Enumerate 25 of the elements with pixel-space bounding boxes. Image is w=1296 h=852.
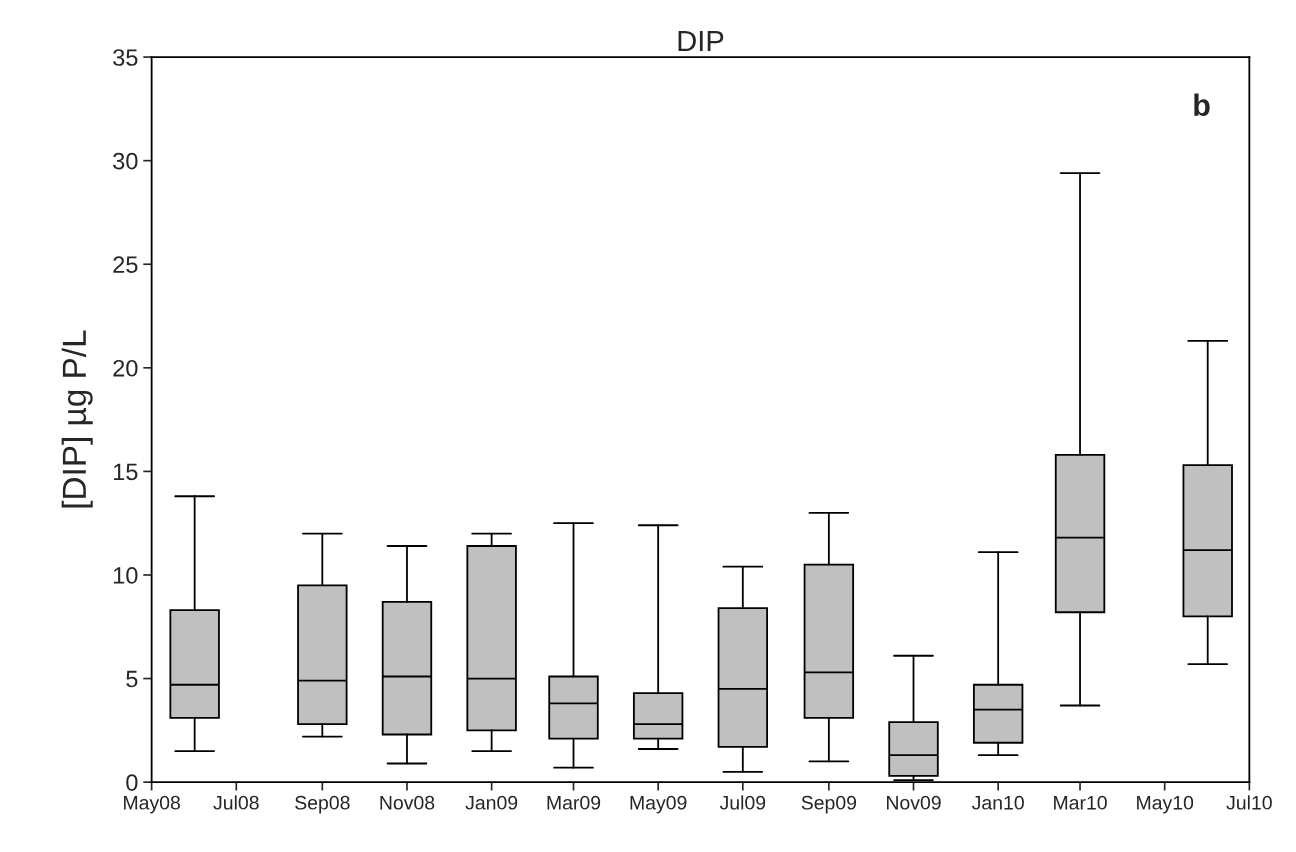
x-tick-label: May09 — [630, 795, 687, 814]
y-tick-label: 15 — [113, 463, 138, 481]
x-tick-label: Jan09 — [465, 795, 518, 810]
y-tick-label: 5 — [126, 670, 138, 688]
y-tick-label: 30 — [113, 152, 138, 170]
x-tick-label: Jul09 — [719, 795, 766, 810]
x-tick-label: Jul08 — [213, 795, 259, 810]
y-tick-label: 0 — [126, 774, 138, 791]
y-tick-label: 10 — [113, 567, 138, 584]
x-tick-label: May10 — [1137, 795, 1194, 814]
x-tick-label: Jan10 — [971, 795, 1024, 810]
y-tick-label: 35 — [113, 49, 138, 66]
x-tick-label: Nov09 — [887, 795, 941, 810]
x-tick-label: Mar09 — [547, 795, 601, 810]
y-tick-label: 25 — [113, 256, 138, 274]
x-tick-label: Mar10 — [1054, 795, 1107, 810]
y-tick-label: 20 — [113, 359, 138, 377]
x-tick-label: May08 — [124, 795, 180, 814]
annotation: b — [1194, 93, 1210, 117]
x-tick-label: Sep08 — [295, 795, 350, 814]
x-tick-label: Nov08 — [380, 795, 435, 810]
x-tick-label: Jul10 — [1226, 795, 1272, 810]
chart-title: DIP — [678, 30, 724, 52]
y-axis-title: [DIP] µg P/L — [61, 330, 93, 508]
x-tick-label: Sep09 — [801, 795, 857, 814]
